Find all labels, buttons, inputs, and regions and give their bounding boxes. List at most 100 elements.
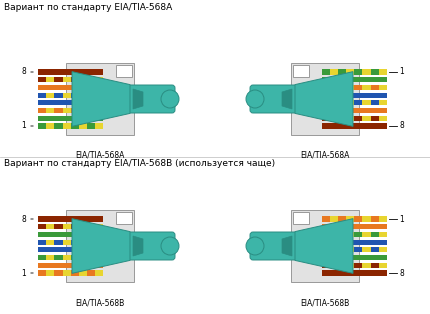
Bar (116, 65, 132, 77)
Bar (338, 100, 346, 106)
Bar (338, 216, 346, 222)
Bar (322, 216, 330, 222)
Bar (322, 247, 330, 252)
Bar (38, 270, 103, 276)
Bar (291, 63, 359, 135)
Bar (71, 93, 79, 98)
Bar (354, 100, 362, 106)
Bar (54, 270, 62, 276)
Bar (338, 85, 346, 90)
Bar (38, 116, 103, 121)
Polygon shape (72, 72, 130, 126)
Bar (66, 210, 134, 282)
Bar (322, 123, 387, 129)
Bar (293, 65, 309, 77)
Bar (38, 240, 46, 245)
Bar (371, 100, 379, 106)
FancyBboxPatch shape (250, 232, 298, 260)
Bar (338, 247, 346, 252)
Bar (371, 216, 379, 222)
Bar (38, 69, 103, 75)
Bar (38, 255, 103, 260)
Bar (322, 240, 387, 245)
Bar (322, 247, 387, 252)
Text: 8: 8 (21, 214, 26, 224)
Bar (87, 240, 95, 245)
Bar (38, 108, 46, 113)
Bar (371, 247, 379, 252)
Text: EIA/TIA-568A: EIA/TIA-568A (300, 151, 350, 160)
Text: 8: 8 (21, 68, 26, 77)
Bar (293, 212, 309, 224)
Bar (54, 77, 62, 82)
Polygon shape (133, 89, 143, 109)
Bar (116, 212, 132, 224)
Bar (322, 270, 387, 276)
Bar (54, 240, 62, 245)
FancyBboxPatch shape (250, 85, 298, 113)
Bar (322, 232, 330, 237)
Polygon shape (133, 236, 143, 256)
Bar (38, 123, 46, 129)
Bar (66, 63, 134, 135)
Bar (38, 77, 46, 82)
Bar (54, 93, 62, 98)
Bar (38, 263, 103, 268)
Bar (322, 100, 387, 106)
Bar (338, 232, 346, 237)
FancyBboxPatch shape (127, 85, 175, 113)
Bar (322, 224, 387, 229)
Bar (38, 77, 103, 82)
Bar (322, 85, 387, 90)
Bar (38, 255, 46, 260)
Bar (38, 270, 46, 276)
Text: EIA/TIA-568B: EIA/TIA-568B (75, 298, 125, 307)
Bar (87, 270, 95, 276)
Bar (322, 255, 387, 260)
Bar (54, 108, 62, 113)
Bar (38, 232, 103, 237)
Bar (338, 263, 346, 268)
Bar (71, 123, 79, 129)
Bar (38, 224, 46, 229)
Bar (322, 93, 387, 98)
Polygon shape (295, 219, 353, 273)
Text: EIA/TIA-568A: EIA/TIA-568A (75, 151, 125, 160)
Polygon shape (282, 89, 292, 109)
Bar (322, 116, 387, 121)
Bar (291, 210, 359, 282)
Bar (371, 116, 379, 121)
Text: 1: 1 (21, 268, 26, 278)
Bar (38, 123, 103, 129)
FancyBboxPatch shape (127, 232, 175, 260)
Bar (354, 247, 362, 252)
Bar (322, 263, 387, 268)
Bar (322, 216, 387, 222)
Circle shape (246, 90, 264, 108)
Bar (38, 240, 103, 245)
Bar (71, 108, 79, 113)
Polygon shape (72, 219, 130, 273)
Bar (354, 116, 362, 121)
Bar (354, 263, 362, 268)
Text: Вариант по стандарту EIA/TIA-568A: Вариант по стандарту EIA/TIA-568A (4, 3, 172, 12)
Text: EIA/TIA-568B: EIA/TIA-568B (301, 298, 350, 307)
Bar (71, 255, 79, 260)
Bar (87, 123, 95, 129)
Bar (87, 255, 95, 260)
Bar (54, 123, 62, 129)
Text: 1: 1 (399, 214, 404, 224)
Bar (354, 85, 362, 90)
Bar (38, 100, 103, 106)
Bar (322, 77, 387, 82)
Bar (322, 232, 387, 237)
Bar (87, 224, 95, 229)
Bar (354, 69, 362, 75)
Bar (371, 85, 379, 90)
Text: Вариант по стандарту EIA/TIA-568B (используется чаще): Вариант по стандарту EIA/TIA-568B (испол… (4, 159, 275, 168)
Circle shape (246, 237, 264, 255)
Bar (354, 216, 362, 222)
Bar (54, 224, 62, 229)
Bar (322, 69, 387, 75)
Circle shape (161, 90, 179, 108)
